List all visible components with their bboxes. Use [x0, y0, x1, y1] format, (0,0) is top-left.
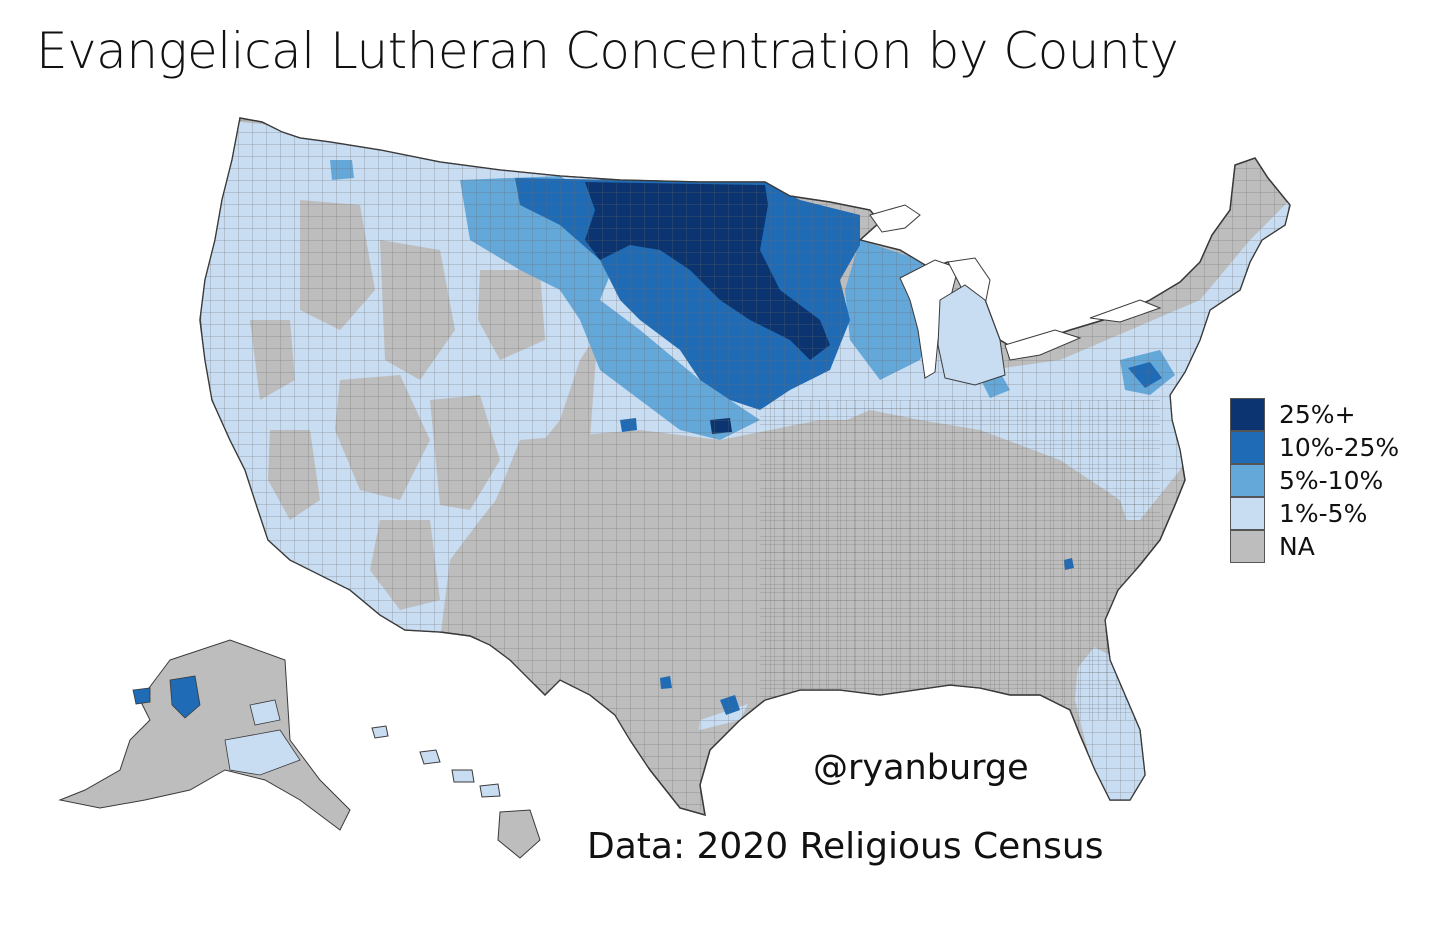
legend-swatch-10-25 [1230, 431, 1265, 464]
legend-swatch-na [1230, 530, 1265, 563]
legend-swatch-1-5 [1230, 497, 1265, 530]
contiguous-us [199, 117, 1291, 816]
legend-label: 25%+ [1279, 400, 1356, 429]
county-borders-east [760, 400, 1160, 720]
map-title: Evangelical Lutheran Concentration by Co… [36, 22, 1179, 80]
legend-item: NA [1230, 530, 1399, 563]
michigan-peninsula [937, 284, 1006, 386]
data-source: Data: 2020 Religious Census [587, 826, 1104, 867]
legend-label: NA [1279, 532, 1315, 561]
legend-item: 1%-5% [1230, 497, 1399, 530]
legend-item: 10%-25% [1230, 431, 1399, 464]
legend-label: 10%-25% [1279, 433, 1400, 462]
legend: 25%+ 10%-25% 5%-10% 1%-5% NA [1230, 398, 1399, 563]
legend-item: 5%-10% [1230, 464, 1399, 497]
alaska [58, 639, 351, 831]
legend-swatch-25-plus [1230, 398, 1265, 431]
legend-item: 25%+ [1230, 398, 1399, 431]
author-credit: @ryanburge [813, 748, 1029, 788]
legend-swatch-5-10 [1230, 464, 1265, 497]
hawaii [371, 725, 541, 859]
legend-label: 1%-5% [1279, 499, 1368, 528]
legend-label: 5%-10% [1279, 466, 1384, 495]
